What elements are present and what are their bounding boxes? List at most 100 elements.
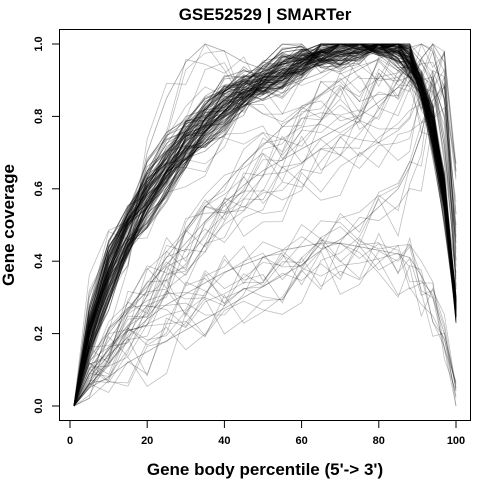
coverage-curve bbox=[73, 43, 457, 407]
x-axis-label: Gene body percentile (5'-> 3') bbox=[147, 460, 383, 479]
coverage-curve bbox=[73, 43, 457, 407]
coverage-curve bbox=[73, 43, 457, 407]
coverage-curve bbox=[73, 43, 457, 407]
coverage-curve bbox=[73, 43, 457, 407]
coverage-curve bbox=[73, 43, 457, 407]
coverage-curve bbox=[73, 43, 457, 407]
coverage-curve bbox=[73, 43, 457, 407]
coverage-curve bbox=[73, 43, 457, 407]
coverage-curve bbox=[73, 43, 457, 407]
plot-frame bbox=[59, 29, 471, 421]
coverage-curve bbox=[73, 43, 457, 407]
coverage-curve bbox=[73, 43, 457, 407]
coverage-curve bbox=[73, 43, 457, 407]
coverage-curve bbox=[73, 43, 457, 407]
coverage-curve bbox=[73, 43, 457, 407]
x-tick-label: 20 bbox=[141, 435, 153, 447]
coverage-curve bbox=[73, 43, 457, 407]
coverage-curve bbox=[73, 68, 457, 407]
coverage-curve bbox=[73, 51, 457, 407]
coverage-curve bbox=[73, 43, 457, 407]
coverage-curve bbox=[73, 242, 457, 407]
coverage-curve bbox=[73, 43, 457, 407]
x-tick-label: 60 bbox=[295, 435, 307, 447]
coverage-curve bbox=[73, 43, 457, 407]
coverage-curve bbox=[73, 43, 457, 407]
coverage-curve bbox=[73, 43, 457, 407]
coverage-curve bbox=[73, 43, 457, 407]
coverage-curve bbox=[73, 43, 457, 407]
coverage-curve bbox=[73, 43, 457, 407]
coverage-curve bbox=[73, 70, 457, 407]
coverage-curve bbox=[73, 43, 457, 407]
coverage-curve bbox=[73, 220, 457, 407]
coverage-curve bbox=[73, 81, 457, 407]
coverage-curve bbox=[73, 43, 457, 407]
coverage-curve bbox=[73, 43, 457, 407]
coverage-curve bbox=[73, 43, 457, 407]
coverage-curve bbox=[73, 43, 457, 407]
coverage-curve bbox=[73, 61, 457, 407]
coverage-curve bbox=[73, 43, 457, 407]
coverage-curve bbox=[73, 43, 457, 407]
coverage-curve bbox=[73, 43, 457, 407]
y-tick-label: 0.0 bbox=[33, 398, 45, 413]
coverage-curve bbox=[73, 58, 457, 407]
coverage-curve bbox=[73, 250, 457, 407]
coverage-curve bbox=[73, 84, 457, 407]
coverage-curve bbox=[73, 43, 457, 407]
coverage-curve bbox=[73, 43, 457, 407]
coverage-curve bbox=[73, 239, 457, 407]
coverage-curve bbox=[73, 43, 457, 407]
coverage-curve bbox=[73, 70, 457, 407]
coverage-curve bbox=[73, 48, 457, 407]
coverage-curve bbox=[73, 232, 457, 407]
coverage-curve bbox=[73, 43, 457, 407]
x-tick-label: 0 bbox=[67, 435, 73, 447]
coverage-curve bbox=[73, 62, 457, 407]
y-axis: 0.0 0.2 0.4 0.6 0.8 1.0 bbox=[33, 36, 59, 414]
coverage-curve bbox=[73, 43, 457, 407]
coverage-curve bbox=[73, 43, 457, 407]
x-tick-label: 80 bbox=[373, 435, 385, 447]
coverage-curve bbox=[73, 69, 457, 407]
coverage-curve bbox=[73, 43, 457, 407]
coverage-curve bbox=[73, 43, 457, 407]
coverage-curve bbox=[73, 43, 457, 407]
coverage-curve bbox=[73, 43, 457, 407]
y-axis-label: Gene coverage bbox=[0, 164, 18, 286]
coverage-curve bbox=[73, 42, 457, 407]
coverage-curve bbox=[73, 86, 457, 407]
coverage-curve bbox=[73, 43, 457, 407]
coverage-curve bbox=[73, 71, 457, 407]
coverage-curve bbox=[73, 43, 457, 407]
coverage-curve bbox=[73, 244, 457, 407]
coverage-curve bbox=[73, 43, 457, 407]
coverage-curve bbox=[73, 43, 457, 407]
coverage-curve bbox=[73, 43, 457, 407]
coverage-curve bbox=[73, 106, 457, 407]
y-tick-label: 0.6 bbox=[33, 181, 45, 196]
x-tick-label: 40 bbox=[218, 435, 230, 447]
coverage-curve bbox=[73, 43, 457, 407]
coverage-curve bbox=[73, 84, 457, 407]
coverage-curve bbox=[73, 48, 457, 407]
coverage-curve bbox=[73, 43, 457, 407]
coverage-curve bbox=[73, 76, 457, 407]
coverage-curve bbox=[73, 43, 457, 407]
coverage-curve bbox=[73, 43, 457, 407]
coverage-curve bbox=[73, 224, 457, 407]
coverage-curve bbox=[73, 43, 457, 407]
coverage-curve bbox=[73, 43, 457, 407]
coverage-curves bbox=[73, 42, 457, 407]
y-tick-label: 0.2 bbox=[33, 326, 45, 341]
coverage-curve bbox=[73, 43, 457, 407]
coverage-curve bbox=[73, 43, 457, 407]
coverage-curve bbox=[73, 236, 457, 407]
coverage-curve bbox=[73, 43, 457, 407]
coverage-curve bbox=[73, 50, 457, 407]
coverage-curve bbox=[73, 43, 457, 407]
coverage-curve bbox=[73, 43, 457, 407]
coverage-curve bbox=[73, 43, 457, 407]
